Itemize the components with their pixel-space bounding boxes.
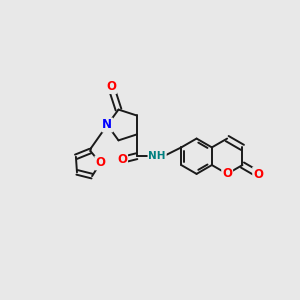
Text: O: O xyxy=(95,156,105,170)
Text: O: O xyxy=(253,168,263,181)
Text: O: O xyxy=(222,167,232,180)
Text: NH: NH xyxy=(148,151,166,161)
Text: N: N xyxy=(102,118,112,131)
Text: O: O xyxy=(117,153,127,166)
Text: O: O xyxy=(106,80,116,93)
